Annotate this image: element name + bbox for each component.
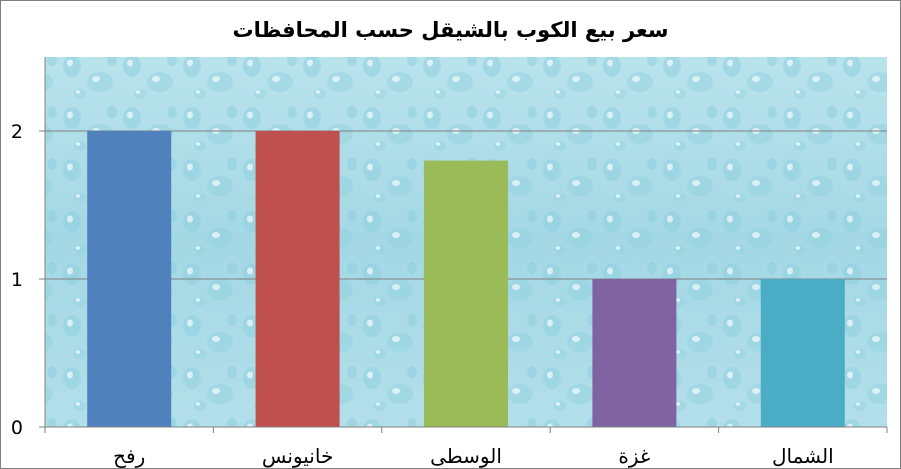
bar-1 [87,131,172,427]
y-tick-labels: 0 1 2 [11,121,23,439]
x-tick-labels: رفح خانيونس الوسطى غزة الشمال [113,444,834,468]
y-tick-label: 0 [11,417,23,439]
bar-3 [424,160,508,427]
x-tick-label: غزة [618,444,650,468]
y-tick-label: 2 [11,121,23,143]
y-tick-label: 1 [11,269,23,291]
x-tick-label: رفح [113,444,145,468]
x-tick-label: خانيونس [262,444,333,468]
axes [44,57,888,433]
bar-5 [760,279,845,427]
chart-title: سعر بيع الكوب بالشيقل حسب المحافظات [232,18,669,42]
x-tick-label: الوسطى [430,444,502,468]
bar-2 [255,131,340,427]
bar-4 [592,279,677,427]
x-tick-label: الشمال [772,444,834,468]
bars [87,131,845,427]
